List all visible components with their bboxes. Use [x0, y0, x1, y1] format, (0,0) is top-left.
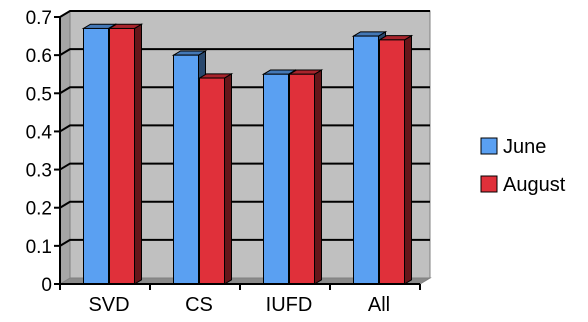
bar: [377, 34, 414, 285]
x-tick-label: CS: [185, 294, 213, 316]
x-tick-label: SVD: [88, 294, 129, 316]
bar-side: [314, 69, 322, 285]
bar: [107, 23, 144, 285]
bar-side: [224, 72, 232, 285]
bar-front: [353, 35, 379, 285]
y-tick-label: 0.7: [26, 8, 52, 29]
legend-swatch: [480, 175, 498, 193]
x-tick-label: All: [368, 294, 390, 316]
bar-side: [134, 23, 142, 285]
bar-front: [173, 54, 199, 285]
y-tick-label: 0.3: [26, 161, 52, 182]
axes-group: SVD CS IUFD All 0 0.1 0.2 0.3 0.4 0.5 0.6 0.7: [26, 8, 421, 316]
legend: June August: [480, 136, 566, 196]
bar-front: [263, 73, 289, 285]
legend-item: August: [480, 174, 566, 196]
y-tick-label: 0.6: [26, 46, 52, 67]
legend-item: June: [480, 136, 546, 158]
y-tick-label: 0.2: [26, 199, 52, 220]
bar-front: [289, 73, 315, 285]
legend-swatch: [480, 137, 498, 155]
legend-label: August: [503, 174, 566, 196]
bar-side: [404, 34, 412, 285]
y-tick-label: 0.1: [26, 237, 52, 258]
gridline: [59, 48, 430, 57]
x-tick-label: IUFD: [266, 294, 313, 316]
y-tick-label: 0.5: [26, 84, 52, 105]
bar-front: [379, 39, 405, 285]
y-tick-label: 0: [41, 275, 52, 296]
legend-label: June: [503, 136, 546, 158]
gridline: [59, 10, 430, 18]
bar-front: [83, 27, 109, 285]
bar: [197, 72, 234, 285]
bar-front: [199, 77, 225, 285]
bar-front: [109, 27, 135, 285]
bar: [287, 69, 324, 285]
y-tick-label: 0.4: [26, 122, 53, 143]
